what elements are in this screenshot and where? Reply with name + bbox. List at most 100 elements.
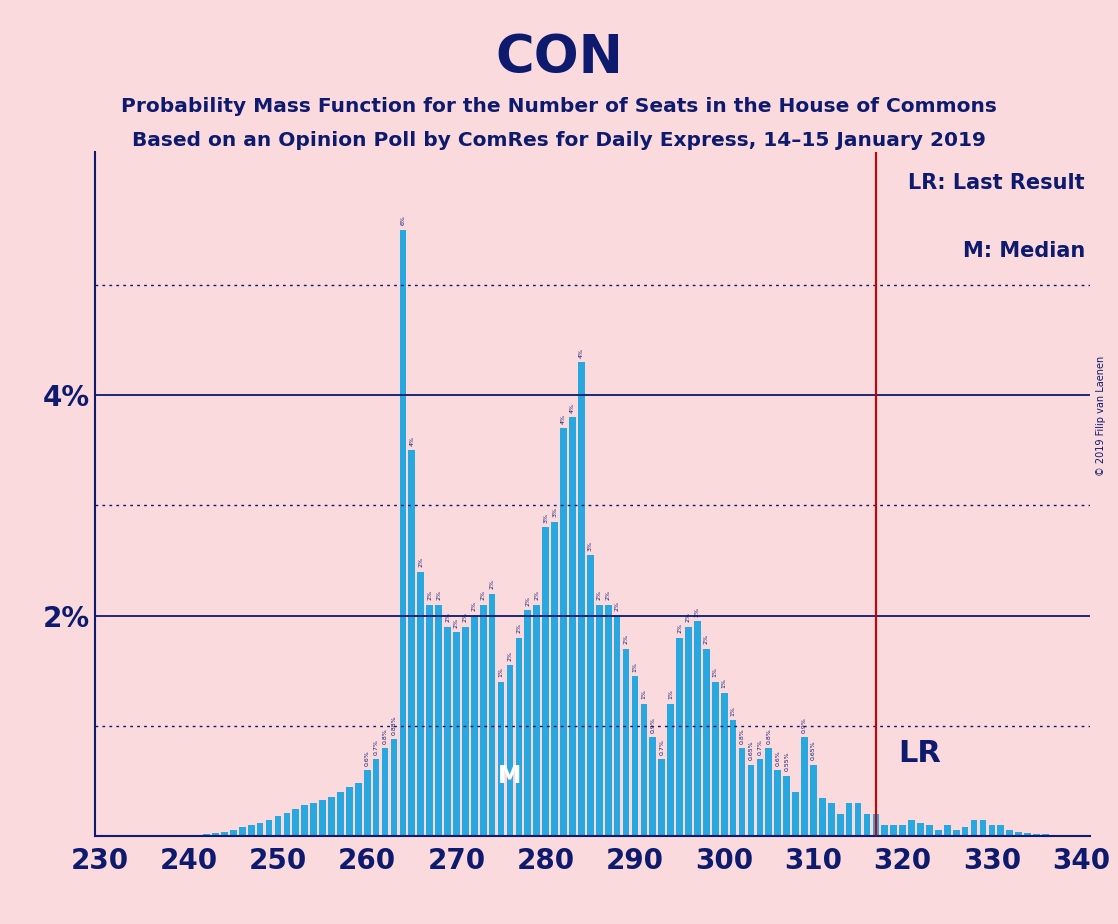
Text: M: M	[499, 764, 522, 788]
Bar	[284, 813, 291, 836]
Text: 0.7%: 0.7%	[373, 738, 379, 755]
Bar	[381, 748, 388, 836]
Bar	[329, 796, 335, 836]
Text: 1%: 1%	[669, 689, 673, 699]
Bar	[997, 825, 1004, 836]
Bar	[1069, 835, 1076, 836]
Bar	[793, 792, 799, 836]
Text: 2%: 2%	[436, 590, 442, 601]
Bar	[596, 604, 603, 836]
Bar	[1060, 835, 1067, 836]
Bar	[417, 572, 424, 836]
Bar	[739, 748, 746, 836]
Bar	[970, 820, 977, 836]
Text: 2%: 2%	[525, 596, 530, 606]
Text: 2%: 2%	[597, 590, 601, 601]
Bar	[935, 830, 941, 836]
Text: LR: Last Result: LR: Last Result	[909, 173, 1086, 193]
Text: © 2019 Filip van Laenen: © 2019 Filip van Laenen	[1097, 356, 1106, 476]
Bar	[302, 806, 309, 836]
Text: 2%: 2%	[704, 635, 709, 644]
Text: 2%: 2%	[624, 635, 628, 644]
Text: 2%: 2%	[534, 590, 539, 601]
Text: 3%: 3%	[588, 541, 593, 551]
Text: 2%: 2%	[427, 590, 433, 601]
Bar	[908, 820, 915, 836]
Bar	[757, 759, 764, 836]
Bar	[890, 825, 897, 836]
Bar	[248, 825, 255, 836]
Bar	[453, 632, 459, 836]
Bar	[551, 522, 558, 836]
Bar	[766, 748, 773, 836]
Text: 2%: 2%	[481, 590, 485, 601]
Bar	[390, 739, 397, 836]
Text: 0.6%: 0.6%	[775, 750, 780, 766]
Bar	[275, 817, 282, 836]
Bar	[480, 604, 486, 836]
Bar	[854, 803, 861, 836]
Bar	[195, 834, 201, 836]
Bar	[614, 615, 620, 836]
Bar	[819, 797, 826, 836]
Text: 0.6%: 0.6%	[364, 750, 370, 766]
Bar	[872, 814, 879, 836]
Bar	[988, 825, 995, 836]
Bar	[230, 830, 237, 836]
Bar	[685, 626, 692, 836]
Bar	[605, 604, 612, 836]
Bar	[372, 759, 379, 836]
Bar	[1015, 832, 1022, 836]
Text: 1%: 1%	[730, 706, 736, 716]
Bar	[435, 604, 442, 836]
Bar	[1033, 834, 1040, 836]
Bar	[471, 615, 477, 836]
Bar	[1042, 834, 1049, 836]
Text: 0.7%: 0.7%	[757, 738, 762, 755]
Bar	[462, 626, 468, 836]
Bar	[221, 833, 228, 836]
Text: 3%: 3%	[552, 507, 557, 517]
Bar	[345, 786, 352, 836]
Text: 0.9%: 0.9%	[651, 717, 655, 733]
Bar	[676, 638, 683, 836]
Bar	[533, 604, 540, 836]
Bar	[917, 823, 923, 836]
Bar	[881, 825, 888, 836]
Bar	[845, 803, 852, 836]
Text: 6%: 6%	[400, 215, 406, 225]
Text: 4%: 4%	[561, 414, 566, 424]
Text: 0.7%: 0.7%	[660, 738, 664, 755]
Text: 4%: 4%	[570, 403, 575, 413]
Text: 2%: 2%	[490, 579, 494, 590]
Text: 2%: 2%	[695, 607, 700, 616]
Bar	[926, 825, 932, 836]
Text: LR: LR	[898, 739, 941, 768]
Text: 1%: 1%	[642, 689, 646, 699]
Bar	[784, 775, 790, 836]
Text: Based on an Opinion Poll by ComRes for Daily Express, 14–15 January 2019: Based on an Opinion Poll by ComRes for D…	[132, 131, 986, 151]
Bar	[498, 682, 504, 836]
Bar	[1051, 834, 1058, 836]
Bar	[694, 621, 701, 836]
Bar	[730, 721, 737, 836]
Text: 2%: 2%	[615, 602, 619, 612]
Text: 2%: 2%	[606, 590, 610, 601]
Bar	[748, 764, 755, 836]
Bar	[560, 428, 567, 836]
Bar	[623, 649, 629, 836]
Text: 1%: 1%	[713, 667, 718, 677]
Bar	[257, 823, 264, 836]
Bar	[703, 649, 710, 836]
Text: 1%: 1%	[633, 662, 637, 672]
Bar	[569, 417, 576, 836]
Bar	[899, 825, 906, 836]
Text: 2%: 2%	[686, 613, 691, 622]
Bar	[489, 593, 495, 836]
Text: 0.65%: 0.65%	[811, 740, 816, 760]
Bar	[293, 808, 300, 836]
Text: 1%: 1%	[499, 667, 503, 677]
Bar	[515, 638, 522, 836]
Bar	[632, 676, 638, 836]
Bar	[320, 800, 326, 836]
